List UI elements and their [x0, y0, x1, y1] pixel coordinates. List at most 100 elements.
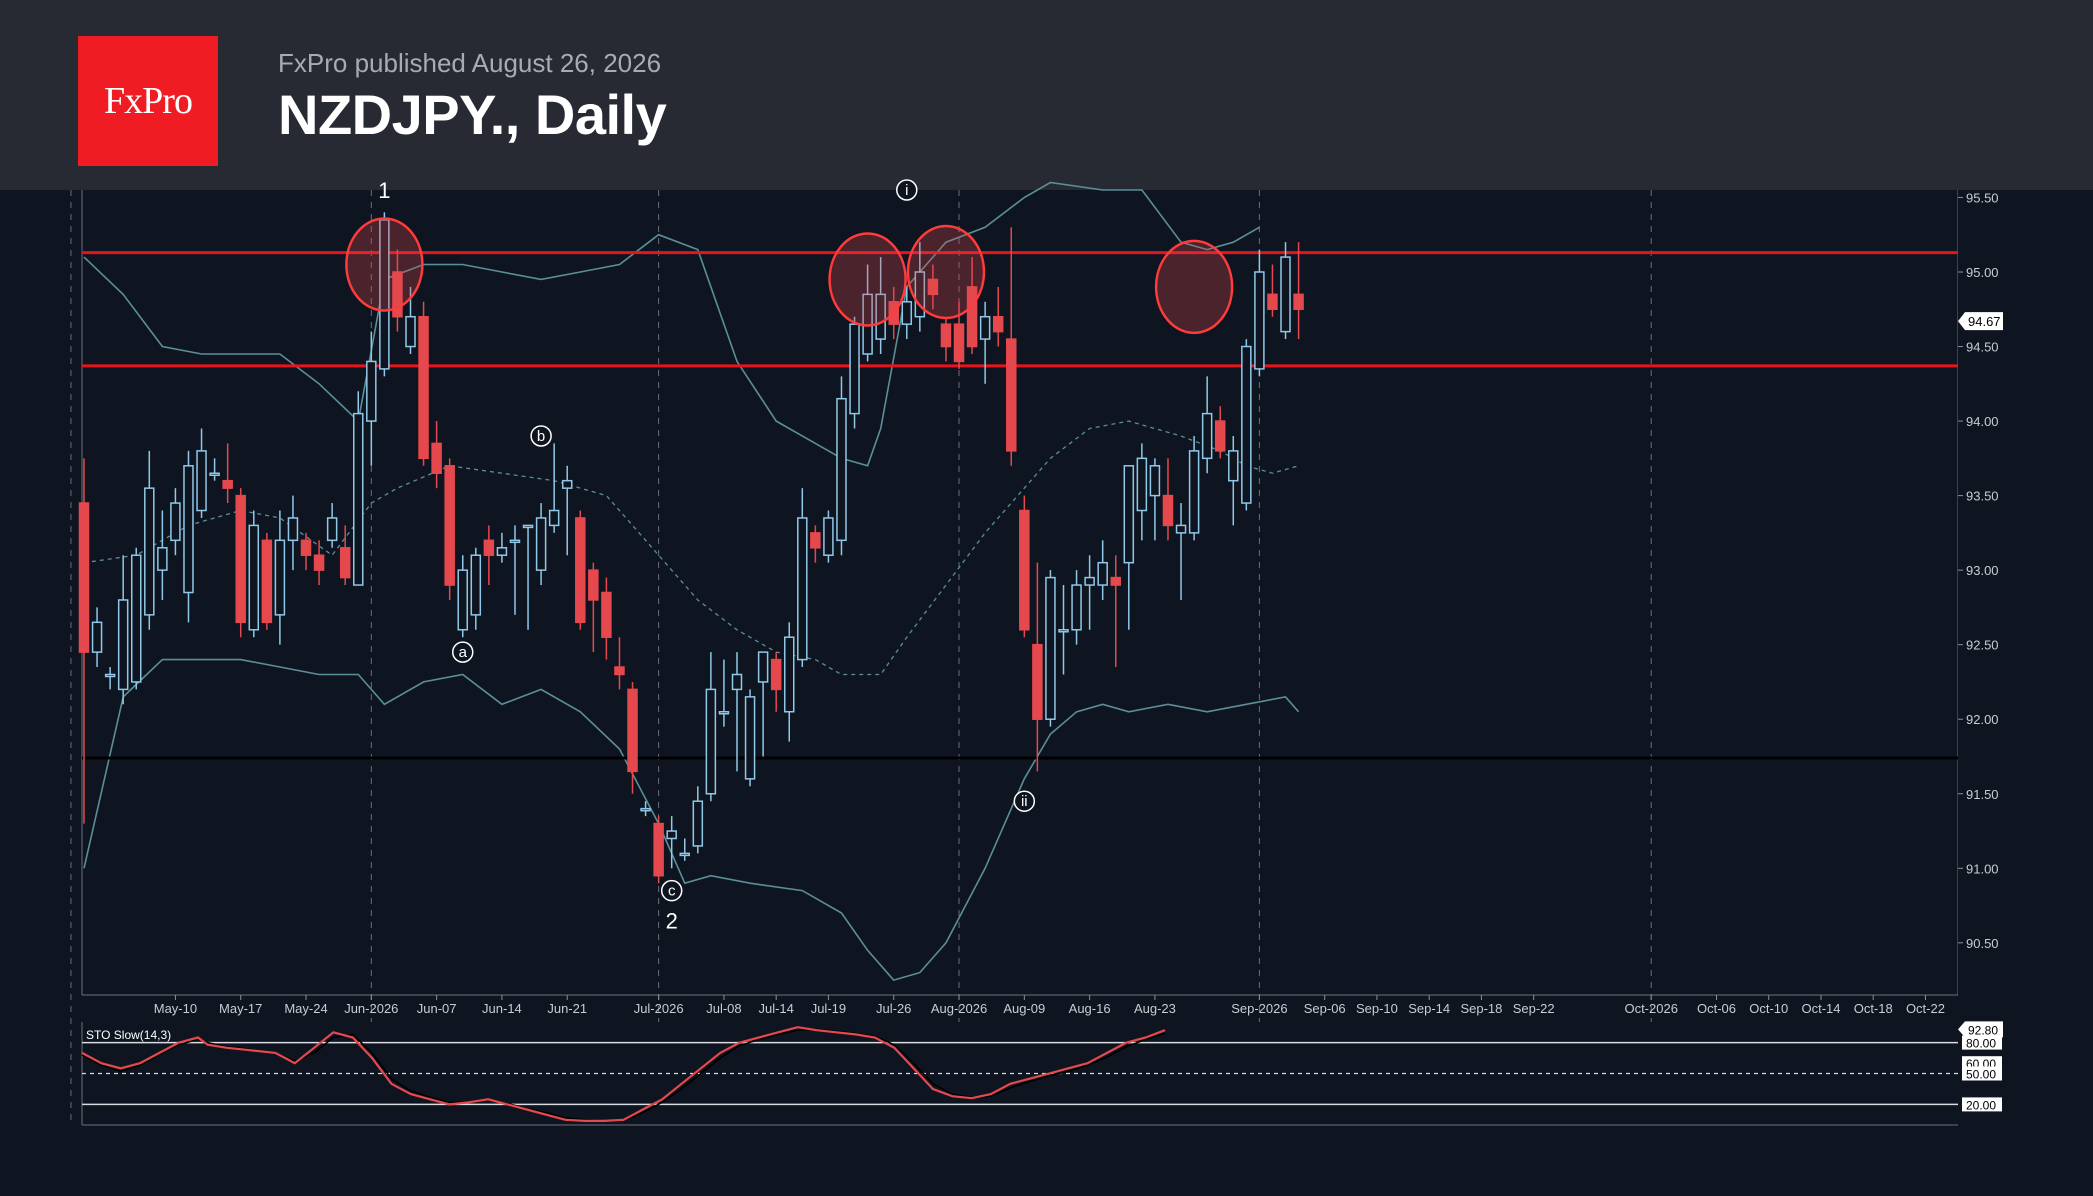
candle-body — [1136, 457, 1148, 512]
wave-label-ring — [660, 879, 683, 902]
date-tick-label: May-17 — [219, 1001, 262, 1016]
bull-candle — [797, 488, 808, 668]
candle-body — [575, 517, 586, 624]
stochastic-k-line — [81, 1026, 1166, 1122]
candle-body — [548, 509, 560, 527]
date-tick-label: Aug-09 — [1003, 1001, 1045, 1016]
bull-candle — [117, 555, 129, 705]
candle-body — [1293, 293, 1304, 311]
bull-candle — [509, 525, 521, 615]
price-tick-label: 90.50 — [1966, 936, 1999, 951]
candle-body — [966, 286, 978, 348]
bear-candle — [1214, 406, 1226, 459]
candle-body — [261, 539, 273, 624]
bear-candle — [235, 488, 246, 638]
candle-body — [810, 532, 821, 549]
bear-candle — [1032, 562, 1043, 772]
candle-body — [927, 278, 939, 296]
wave-label: 1 — [378, 178, 390, 203]
bull-candle — [1254, 249, 1265, 377]
bear-candle — [601, 577, 612, 660]
candle-body — [1267, 293, 1278, 311]
wave-label-text: 1 — [378, 178, 390, 203]
candle-body — [1214, 420, 1226, 452]
candle-body — [561, 479, 573, 489]
bear-candle — [483, 525, 495, 586]
bull-candle — [209, 458, 220, 481]
bear-candle — [1110, 555, 1121, 668]
candle-body — [144, 487, 155, 616]
candle-body — [496, 547, 508, 556]
bear-candle — [653, 816, 664, 884]
candle-body — [483, 539, 495, 556]
highlight-circle — [906, 224, 986, 320]
candle-body — [1241, 345, 1252, 504]
wave-label-ring — [1013, 790, 1036, 812]
bull-candle — [274, 510, 286, 645]
date-tick-label: Oct-10 — [1749, 1001, 1788, 1016]
date-tick-label: Oct-18 — [1854, 1001, 1893, 1016]
candle-body — [640, 807, 651, 812]
stochastic-value-tag — [1958, 1021, 2003, 1038]
candle-body — [170, 502, 181, 542]
candle-body — [653, 822, 664, 877]
bear-candle — [1006, 227, 1017, 466]
wave-label-ring — [451, 641, 474, 663]
bull-candle — [366, 331, 377, 466]
bull-candle — [157, 510, 168, 600]
highlight-circles — [345, 217, 1234, 335]
bull-candle — [731, 652, 743, 772]
date-tick-label: Jun-14 — [482, 1001, 522, 1016]
price-tick-label: 91.00 — [1966, 861, 1999, 876]
price-tick-label: 92.50 — [1966, 638, 1999, 653]
bull-candle — [823, 510, 834, 563]
bull-candle — [836, 376, 847, 556]
price-tick-label: 94.00 — [1966, 414, 1999, 429]
wave-label: a — [451, 641, 474, 663]
candle-body — [1097, 561, 1108, 586]
bull-candle — [744, 689, 756, 787]
bull-candle — [1123, 465, 1135, 630]
bear-candle — [627, 681, 638, 794]
highlight-circle — [1154, 239, 1234, 335]
candle-body — [666, 830, 677, 840]
bull-candle — [875, 257, 886, 354]
bull-candle — [692, 786, 704, 854]
bear-candle — [770, 652, 782, 712]
candle-body — [705, 688, 717, 795]
wave-label-text: b — [537, 428, 545, 445]
price-tick-label: 95.00 — [1966, 265, 1999, 280]
bear-candle — [1293, 242, 1304, 340]
candle-body — [326, 517, 338, 542]
bear-candle — [1267, 264, 1278, 317]
date-tick-label: Jul-14 — [758, 1001, 793, 1016]
date-tick-label: Jul-2026 — [634, 1001, 684, 1016]
bull-candle — [1045, 570, 1056, 727]
bear-candle — [927, 264, 939, 310]
bear-candle — [444, 458, 455, 600]
bear-candle — [78, 458, 90, 824]
band-lower-line — [83, 658, 1300, 982]
date-tick-label: Sep-14 — [1408, 1001, 1450, 1016]
vertical-gridlines — [70, 190, 1652, 1125]
highlight-circle — [828, 232, 907, 327]
date-tick-label: Oct-2026 — [1624, 1001, 1677, 1016]
candle-body — [353, 412, 364, 586]
date-tick-label: Aug-23 — [1134, 1001, 1176, 1016]
stochastic-tick-box — [1962, 1097, 2002, 1112]
horizontal-levels — [82, 251, 1958, 760]
logo-text: FxPro — [104, 80, 193, 122]
candle-body — [770, 658, 782, 691]
band-upper-line — [83, 181, 1260, 467]
candle-body — [1228, 450, 1239, 482]
price-tick-label: 93.50 — [1966, 489, 1999, 504]
date-tick-label: Jun-2026 — [344, 1001, 398, 1016]
date-tick-label: Jul-26 — [876, 1001, 911, 1016]
bear-candle — [1162, 458, 1174, 541]
current-price-tag: 94.67 — [1958, 312, 2003, 331]
candle-body — [1110, 576, 1121, 586]
wave-label-text: a — [459, 644, 468, 661]
bull-candle — [849, 316, 860, 429]
